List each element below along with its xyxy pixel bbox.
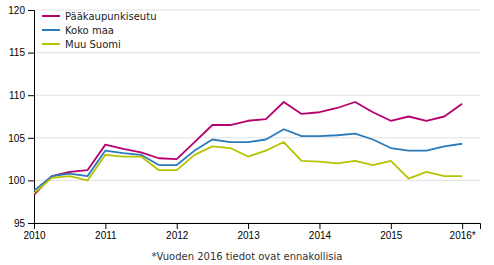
- y-tick: 120: [8, 5, 34, 16]
- grid-line: [34, 137, 480, 138]
- footnote: *Vuoden 2016 tiedot ovat ennakollisia: [152, 251, 343, 262]
- legend-entry: Muu Suomi: [42, 39, 121, 50]
- plot: 2010 2011 2012 2013 2014 2015 2016* 95 100 105 110…: [8, 5, 480, 241]
- x-tick: 2011: [95, 223, 117, 241]
- chart: 2010 2011 2012 2013 2014 2015 2016* 95 100 105 110…: [0, 0, 494, 265]
- legend-entry: Koko maa: [42, 25, 114, 36]
- legend-label: Muu Suomi: [65, 39, 121, 50]
- x-tick-label: 2014: [309, 230, 332, 241]
- series-line: [34, 142, 462, 193]
- x-tick-mark: [105, 223, 106, 229]
- y-tick-mark: [28, 180, 34, 181]
- y-tick: 115: [9, 47, 34, 58]
- x-tick: 2014: [309, 223, 332, 241]
- x-tick-mark: [177, 223, 178, 229]
- lines: [34, 102, 462, 195]
- x-tick: 2012: [166, 223, 189, 241]
- y-tick-mark: [28, 10, 34, 11]
- x-tick-label: 2016*: [450, 230, 476, 241]
- x-axis-line: [35, 224, 481, 230]
- x-tick-label: 2013: [237, 230, 260, 241]
- y-tick-label: 105: [8, 133, 25, 144]
- x-tick-label: 2012: [166, 230, 189, 241]
- legend-swatch: [42, 29, 60, 31]
- legend-label: Koko maa: [65, 25, 114, 36]
- x-tick-mark: [248, 223, 249, 229]
- y-axis-line: [28, 11, 35, 224]
- legend: Pääkaupunkiseutu Koko maa Muu Suomi: [42, 11, 156, 50]
- grid-line: [34, 180, 480, 181]
- grid-line: [34, 52, 480, 53]
- x-tick-label: 2011: [95, 230, 117, 241]
- legend-swatch: [42, 43, 60, 45]
- x-tick-mark: [391, 223, 392, 229]
- y-tick-mark: [28, 95, 34, 96]
- x-axis: 2010 2011 2012 2013 2014 2015 2016*: [23, 223, 480, 241]
- grid-line: [34, 95, 480, 96]
- x-tick: 2016*: [450, 223, 476, 241]
- x-tick-mark: [462, 223, 463, 229]
- x-tick-label: 2015: [380, 230, 403, 241]
- y-tick: 105: [8, 133, 34, 144]
- legend-label: Pääkaupunkiseutu: [65, 11, 156, 22]
- y-tick: 100: [8, 175, 34, 186]
- grid: [34, 10, 480, 223]
- x-tick: 2010: [23, 223, 46, 241]
- series-line: [34, 102, 462, 195]
- legend-swatch: [42, 15, 60, 17]
- y-tick-label: 95: [14, 218, 26, 229]
- x-tick-label: 2010: [23, 230, 46, 241]
- x-tick: 2013: [237, 223, 260, 241]
- y-tick-label: 120: [8, 5, 25, 16]
- y-tick-mark: [28, 53, 34, 54]
- x-tick-mark: [319, 223, 320, 229]
- y-tick-label: 115: [9, 47, 25, 58]
- y-tick-label: 100: [8, 175, 25, 186]
- y-tick-label: 110: [9, 90, 25, 101]
- y-tick: 110: [9, 90, 34, 101]
- legend-entry: Pääkaupunkiseutu: [42, 11, 156, 22]
- y-tick-mark: [28, 138, 34, 139]
- series-line: [34, 129, 462, 190]
- y-axis: 95 100 105 110 115 120: [8, 5, 34, 229]
- y-tick: 95: [14, 218, 34, 229]
- y-tick-mark: [28, 223, 34, 224]
- x-tick: 2015: [380, 223, 403, 241]
